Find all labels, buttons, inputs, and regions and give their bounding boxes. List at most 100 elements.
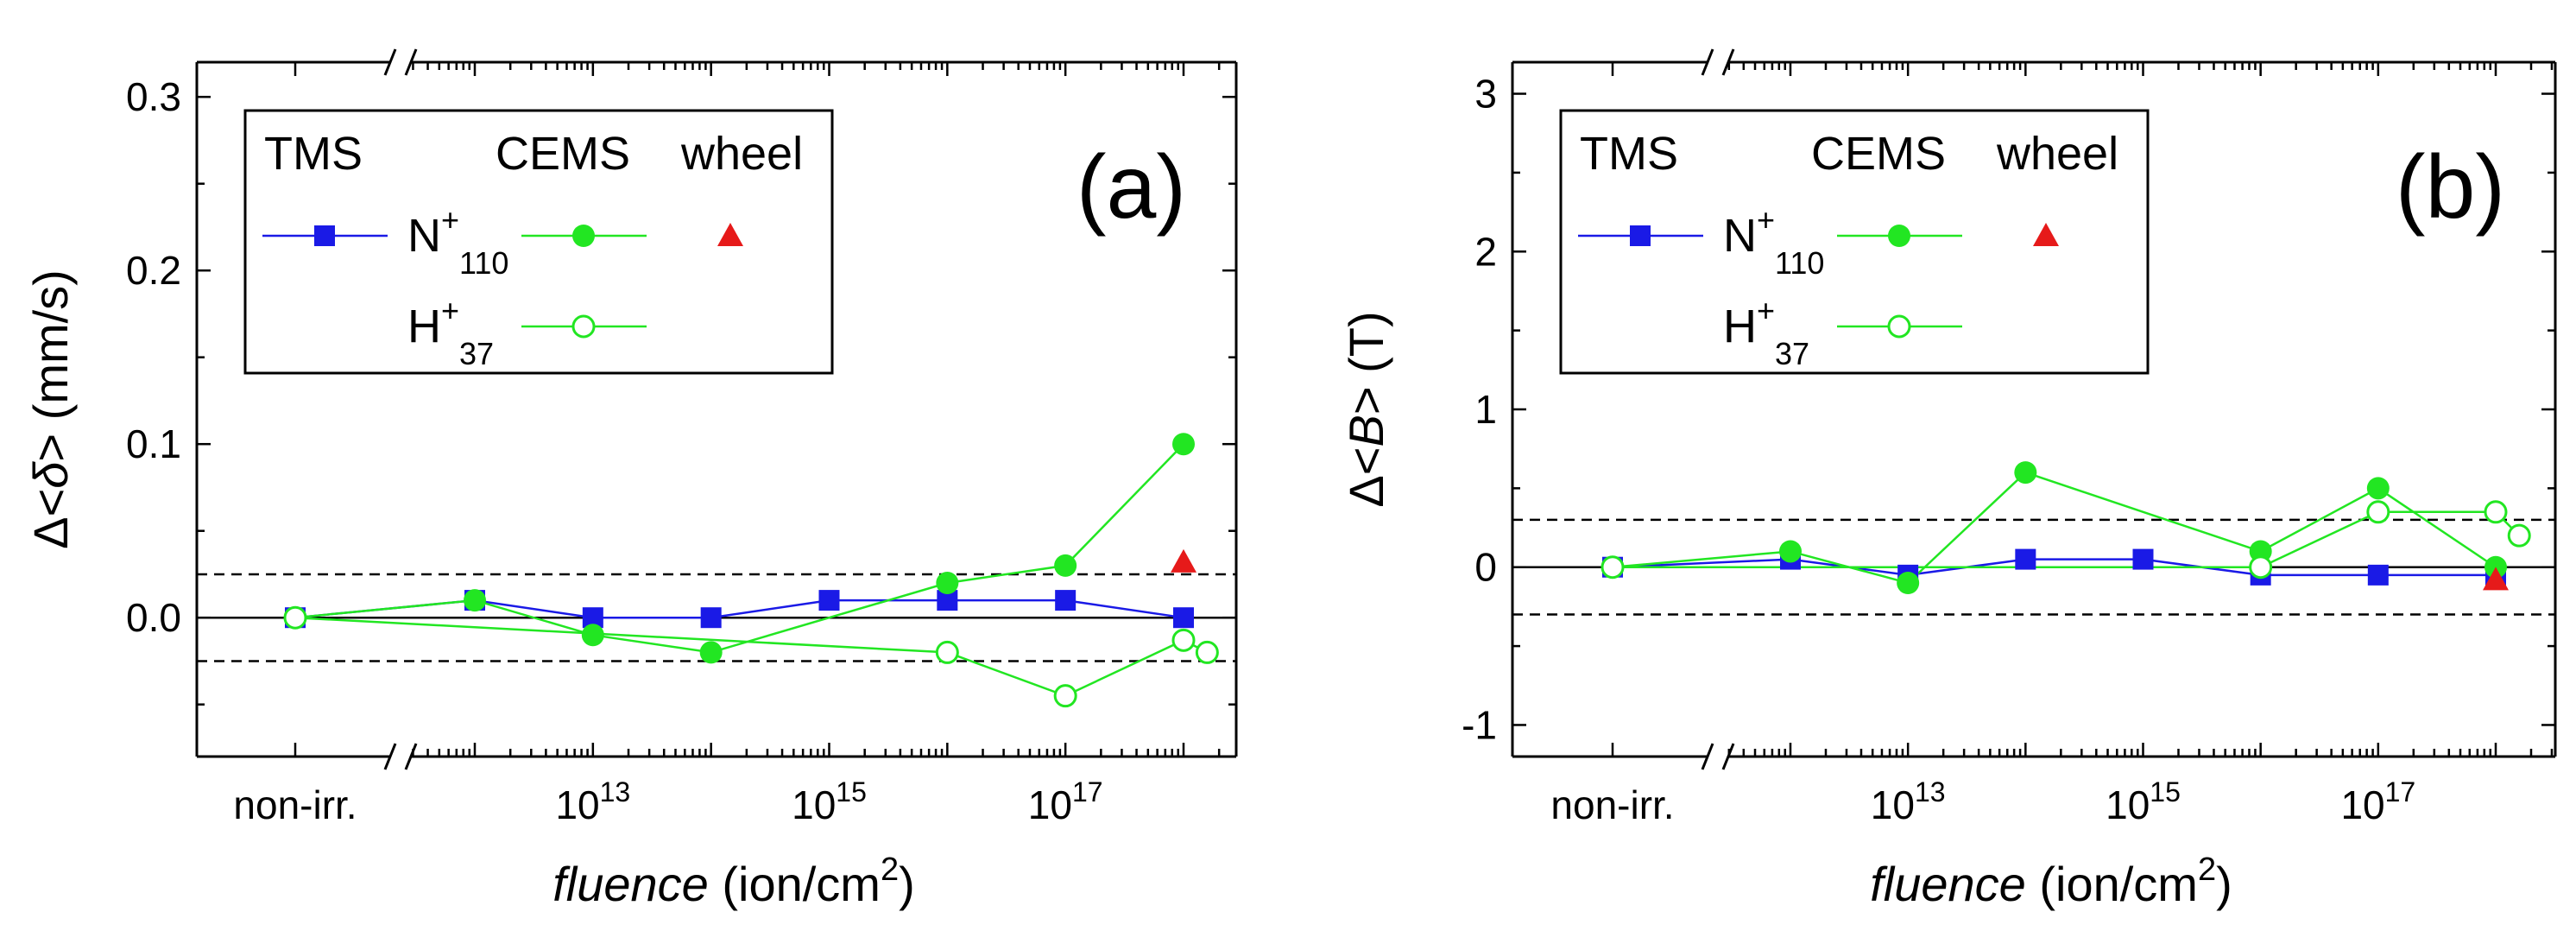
data-point-s2-2 — [1779, 540, 1802, 563]
y-tick-label: 0 — [1474, 545, 1497, 590]
data-point-s1-7 — [2367, 564, 2389, 586]
legend-marker-wheel — [717, 223, 743, 246]
legend-label-h-base: H — [407, 301, 441, 352]
y-tick-label: 3 — [1474, 72, 1497, 117]
x-axis-title: fluence (ion/cm2) — [552, 852, 915, 911]
y-tick-label: 0.2 — [126, 248, 181, 293]
data-point-s2-3 — [1897, 572, 1920, 594]
legend-label-n-sub: 110 — [1775, 245, 1824, 281]
y-axis-title: Δ<δ> (mm/s) — [23, 269, 78, 549]
legend-label-n-sub: 110 — [459, 245, 508, 281]
x-axis-title-unit-close: ) — [2216, 857, 2232, 911]
data-point-s3-2 — [2249, 555, 2273, 580]
data-point-s2-6 — [2366, 477, 2390, 500]
x-tick-label: 1017 — [1028, 776, 1103, 827]
y-tick-label: 1 — [1474, 387, 1497, 432]
legend-label-n-sup: + — [441, 202, 459, 238]
data-point-s4-1 — [1171, 548, 1196, 573]
axis-break-mark — [404, 48, 418, 76]
axis-break-mark — [1721, 743, 1735, 770]
x-tick-exponent: 17 — [1072, 776, 1103, 808]
x-tick-base: 10 — [2106, 782, 2150, 827]
y-axis-title-unit: (T) — [1339, 311, 1393, 386]
legend-marker-cems-h — [571, 314, 596, 339]
legend-col-tms: TMS — [264, 128, 363, 180]
panel-label: (b) — [2396, 137, 2505, 238]
legend-label-h-sub: 37 — [459, 336, 494, 371]
data-point-s3-1 — [283, 605, 307, 630]
x-axis-title-unit: (ion/cm — [709, 857, 881, 911]
axis-break-mark — [404, 743, 418, 770]
data-point-s2-4 — [2014, 461, 2037, 484]
legend-marker-wheel — [2033, 223, 2059, 246]
y-axis-title-symbol: B — [1339, 415, 1393, 446]
data-point-s2-2 — [464, 589, 486, 612]
legend-label-h-sub: 37 — [1775, 336, 1809, 371]
series-line-1 — [1612, 558, 2496, 577]
data-point-s1-4 — [2015, 548, 2036, 570]
legend-label-n-base: N — [407, 210, 441, 262]
axis-break-mark — [1721, 48, 1735, 76]
legend-marker-tms — [1630, 225, 1651, 246]
y-axis-title-suffix: > — [23, 434, 78, 462]
y-axis-title: Δ<B> (T) — [1339, 311, 1393, 507]
data-point-s2-6 — [1054, 554, 1077, 577]
x-tick-exponent: 13 — [600, 776, 631, 808]
data-point-s2-7 — [1172, 433, 1195, 456]
legend-label-n: N+110 — [407, 202, 508, 281]
data-point-s3-1 — [1601, 555, 1625, 580]
x-axis-title-unit-sup: 2 — [881, 852, 899, 888]
x-category-label: non-irr. — [233, 782, 357, 827]
data-point-s1-8 — [1173, 607, 1194, 629]
legend-label-n-sup: + — [1757, 202, 1775, 238]
x-tick-label: 1017 — [2340, 776, 2415, 827]
x-tick-exponent: 17 — [2385, 776, 2416, 808]
x-tick-base: 10 — [1028, 782, 1072, 827]
axis-break-mark — [1701, 743, 1714, 770]
legend-label-h-sup: + — [441, 293, 459, 328]
data-point-s3-3 — [1053, 684, 1077, 708]
y-axis-title-prefix: Δ< — [23, 489, 78, 549]
axis-break-mark — [383, 743, 397, 770]
data-point-s3-4 — [1171, 628, 1196, 652]
legend-label-h-sup: + — [1757, 293, 1775, 328]
x-category-label: non-irr. — [1550, 782, 1674, 827]
legend-label-h-base: H — [1723, 301, 1757, 352]
legend-col-cems: CEMS — [496, 128, 630, 180]
y-tick-label: 0.1 — [126, 421, 181, 466]
x-tick-label: 1013 — [555, 776, 630, 827]
x-tick-label: 1015 — [792, 776, 867, 827]
data-point-s3-2 — [935, 640, 959, 664]
y-tick-label: 2 — [1474, 229, 1497, 274]
x-tick-exponent: 13 — [1915, 776, 1946, 808]
legend-marker-cems-n — [572, 225, 595, 247]
x-tick-exponent: 15 — [2150, 776, 2181, 808]
data-point-s2-5 — [936, 572, 959, 594]
legend-marker-cems-n — [1888, 225, 1910, 247]
data-point-s1-4 — [700, 607, 722, 629]
data-point-s1-7 — [1055, 590, 1076, 611]
legend-col-wheel: wheel — [1996, 128, 2118, 180]
legend-label-h: H+37 — [1723, 293, 1809, 371]
x-axis-title-label: fluence — [1870, 857, 2026, 911]
x-axis-title-unit-close: ) — [899, 857, 915, 911]
series-line-1 — [294, 598, 1184, 619]
data-point-s2-3 — [581, 624, 604, 647]
axis-break-mark — [1701, 48, 1714, 76]
legend-label-n-base: N — [1723, 210, 1757, 262]
legend-marker-cems-h — [1887, 314, 1911, 339]
data-point-s4-1 — [2483, 567, 2509, 591]
y-axis-title-unit: (mm/s) — [23, 269, 78, 434]
data-point-s3-4 — [2484, 500, 2508, 524]
legend-label-h: H+37 — [407, 293, 494, 371]
y-tick-label: 0.3 — [126, 74, 181, 119]
y-tick-label: -1 — [1462, 702, 1497, 747]
y-tick-label: 0.0 — [126, 595, 181, 640]
legend-label-n: N+110 — [1723, 202, 1824, 281]
x-tick-base: 10 — [555, 782, 599, 827]
series-line-3 — [294, 616, 1208, 698]
y-axis-title-suffix: > — [1339, 386, 1393, 415]
x-axis-title-label: fluence — [552, 857, 709, 911]
